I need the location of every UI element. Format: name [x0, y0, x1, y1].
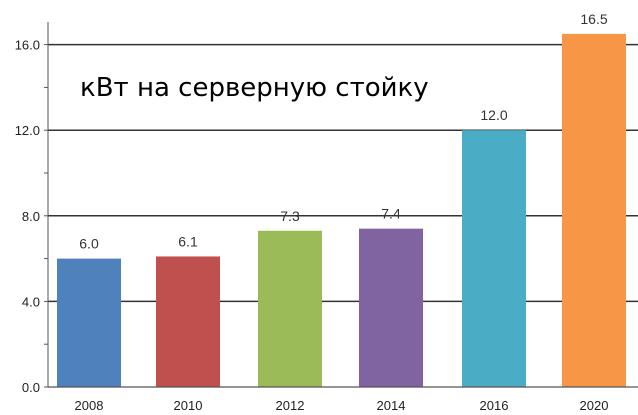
- data-label: 6.1: [178, 233, 198, 249]
- y-tick-label: 0.0: [22, 380, 40, 395]
- gridlines: [48, 43, 638, 303]
- y-tick-label: 16.0: [15, 38, 40, 53]
- data-label: 12.0: [480, 107, 507, 123]
- bars: [57, 33, 626, 388]
- x-tick-label: 2012: [276, 398, 305, 413]
- bar-2020: [562, 33, 626, 388]
- x-tick-label: 2016: [480, 398, 509, 413]
- bar-2014: [359, 228, 423, 387]
- y-axis: 0.0 4.0 8.0 12.0 16.0: [15, 22, 638, 395]
- y-tick-label: 8.0: [22, 209, 40, 224]
- bar-2012: [258, 230, 322, 387]
- bar-2010: [156, 256, 220, 387]
- x-tick-label: 2008: [75, 398, 104, 413]
- y-tick-label: 4.0: [22, 294, 40, 309]
- labels: 6.0 2008 6.1 2010 7.3 2012 7.4 2014 12.0 2016 16.5…: [75, 11, 609, 413]
- x-tick-label: 2014: [377, 398, 406, 413]
- x-tick-label: 2020: [580, 398, 609, 413]
- x-tick-label: 2010: [174, 398, 203, 413]
- y-tick-label: 12.0: [15, 123, 40, 138]
- bar-2016: [462, 130, 526, 387]
- data-label: 7.4: [381, 206, 401, 222]
- chart-title: кВт на серверную стойку: [80, 73, 429, 103]
- data-label: 7.3: [280, 208, 300, 224]
- bar-2008: [57, 258, 121, 387]
- data-label: 16.5: [580, 11, 607, 27]
- data-label: 6.0: [79, 236, 99, 252]
